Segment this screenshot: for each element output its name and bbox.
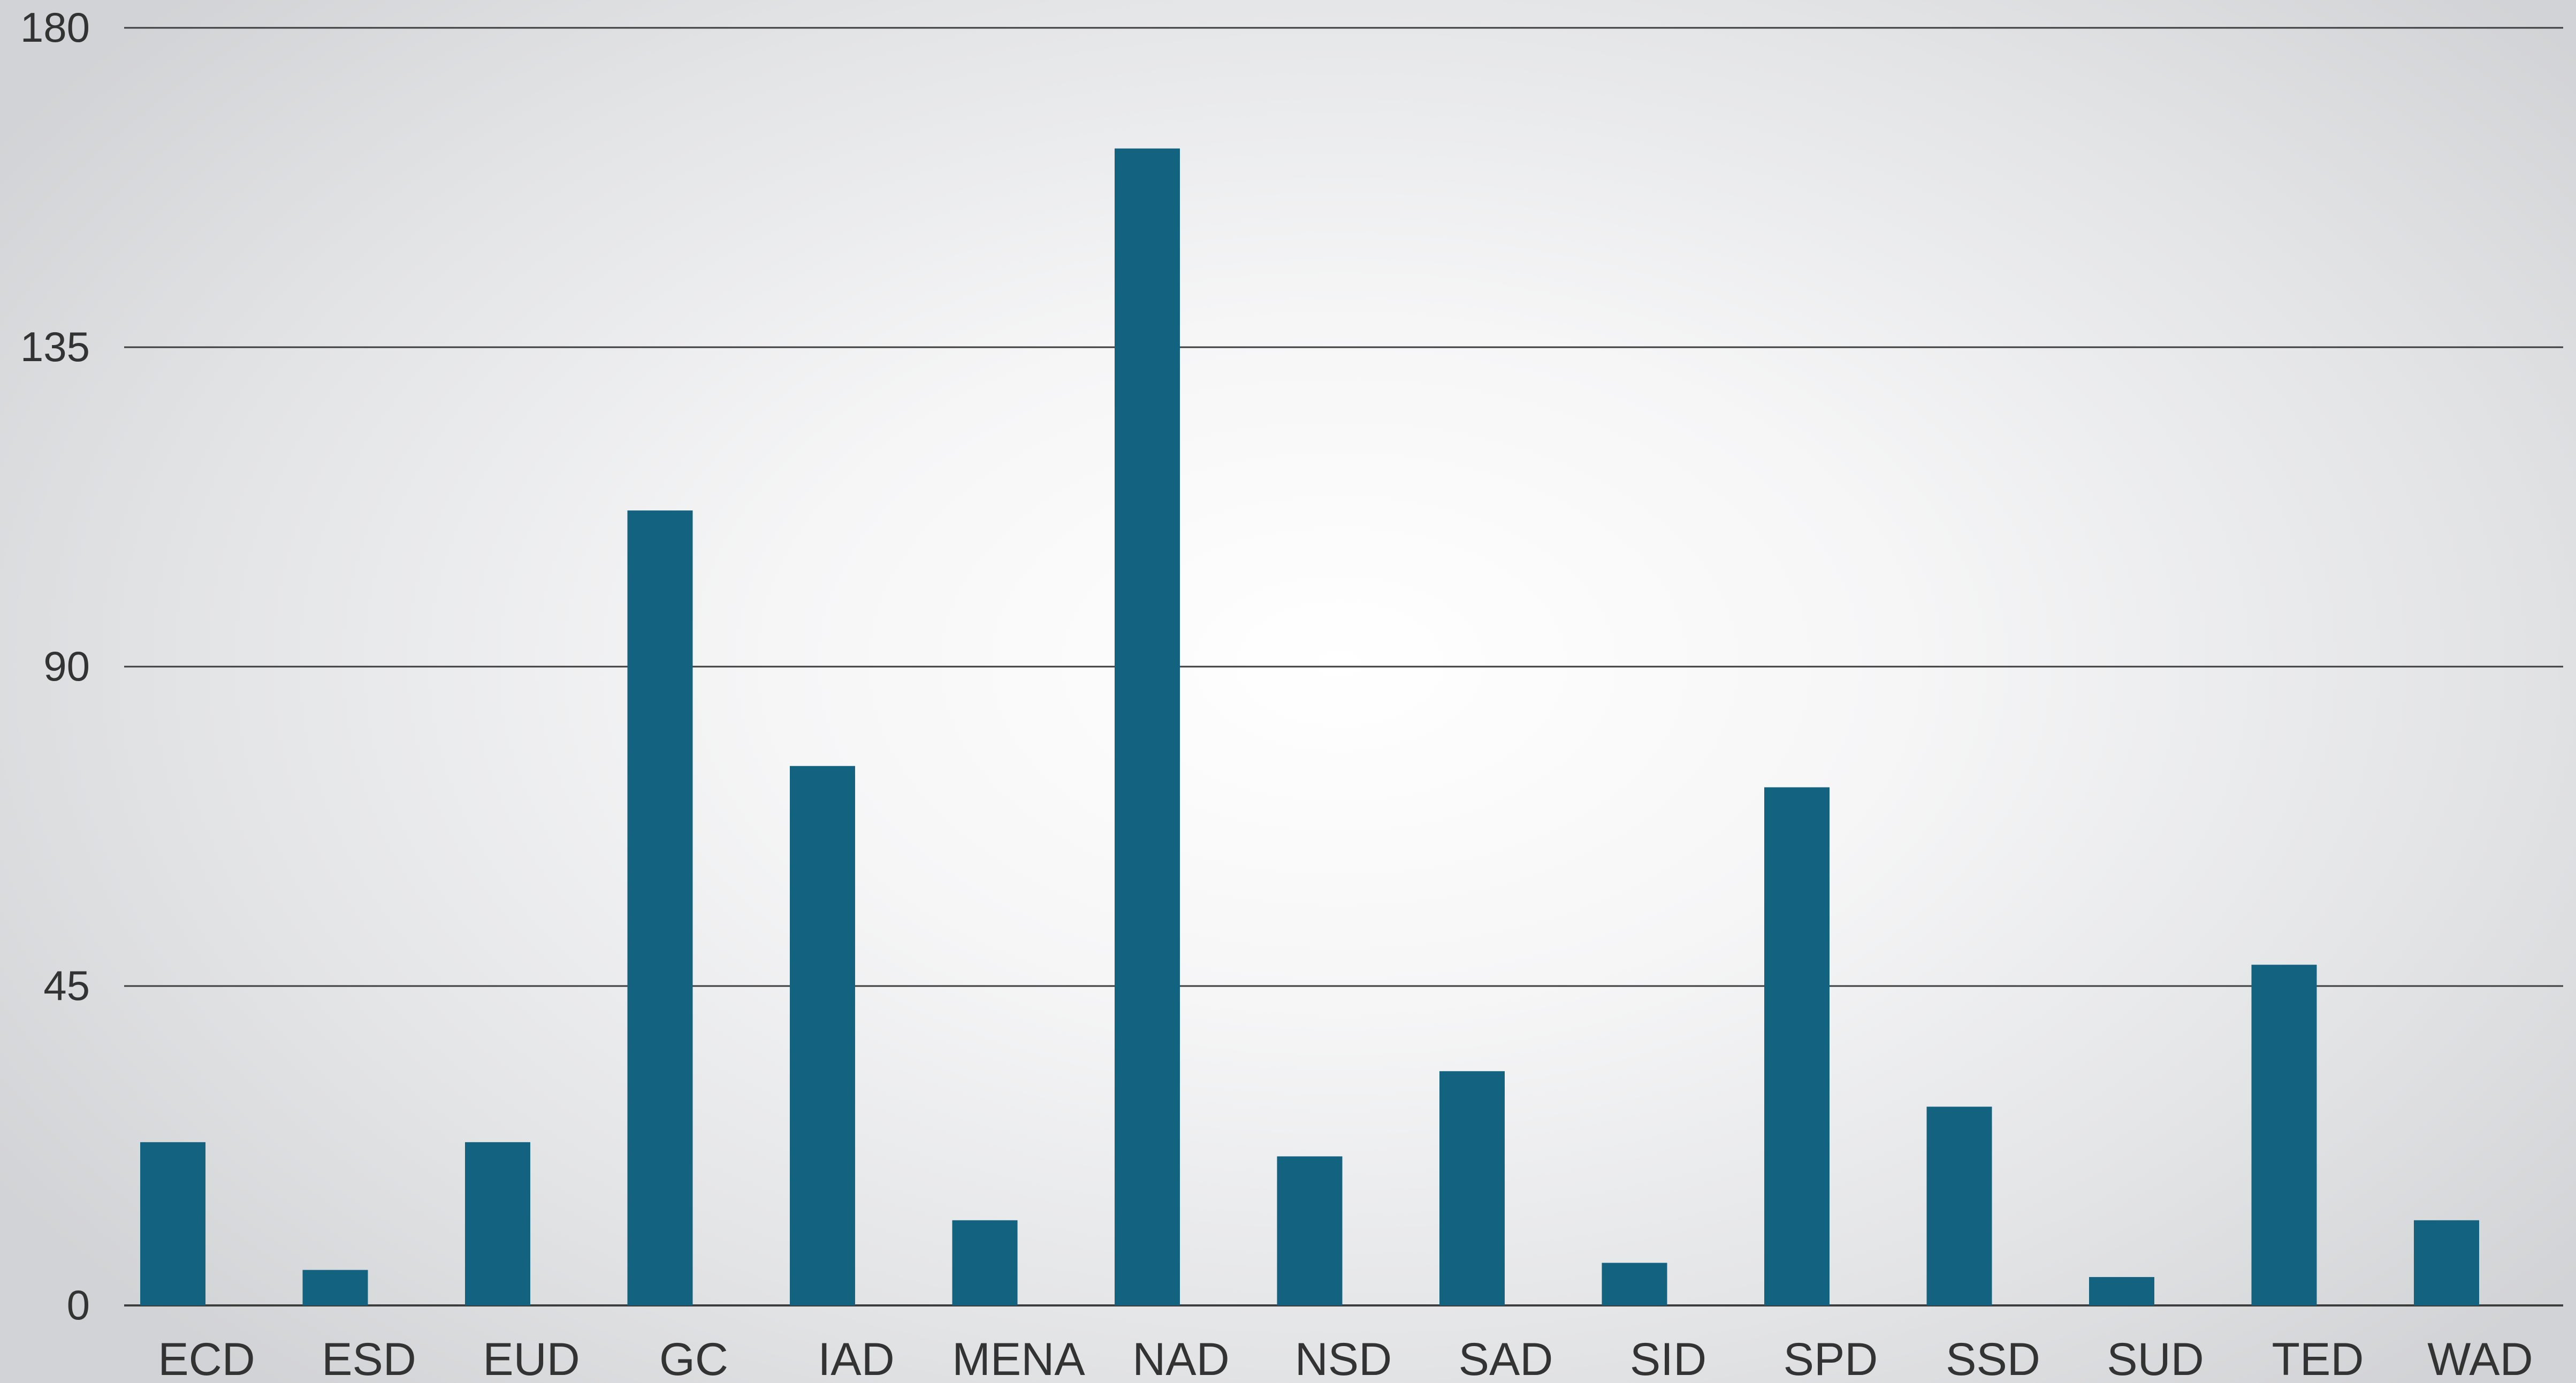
y-tick-label: 135 [20, 323, 90, 370]
x-tick-label: TED [2272, 1334, 2364, 1383]
x-tick-label: SSD [1946, 1334, 2040, 1383]
bar-nad [1115, 148, 1180, 1306]
bar-ted [2251, 965, 2317, 1305]
bar-mena [952, 1220, 1018, 1305]
bar-gc [627, 510, 693, 1306]
x-tick-label: ECD [158, 1334, 255, 1383]
x-tick-label: EUD [483, 1334, 580, 1383]
x-tick-label: SID [1630, 1334, 1706, 1383]
x-tick-label: MENA [952, 1334, 1085, 1383]
x-tick-label: SUD [2107, 1334, 2204, 1383]
x-tick-label: ESD [322, 1334, 416, 1383]
y-tick-label: 45 [43, 962, 90, 1009]
bar-iad [790, 766, 855, 1305]
x-tick-label: NAD [1132, 1334, 1230, 1383]
x-tick-label: GC [659, 1334, 728, 1383]
bars [140, 148, 2479, 1306]
bar-spd [1764, 787, 1830, 1305]
y-axis-ticks: 0 45 90 135 180 [20, 4, 90, 1328]
x-tick-label: WAD [2427, 1334, 2533, 1383]
bar-ssd [1926, 1106, 1992, 1305]
y-tick-label: 90 [43, 643, 90, 690]
bar-esd [302, 1270, 368, 1305]
x-tick-label: IAD [818, 1334, 894, 1383]
x-tick-label: SAD [1459, 1334, 1553, 1383]
x-axis-ticks: ECD ESD EUD GC IAD MENA NAD NSD SAD SID SPD SSD SUD T… [158, 1334, 2533, 1383]
bar-wad [2414, 1220, 2479, 1305]
bar-eud [465, 1142, 530, 1305]
y-tick-label: 180 [20, 4, 90, 51]
bar-sad [1439, 1071, 1505, 1305]
bar-nsd [1277, 1156, 1343, 1305]
bar-sud [2089, 1277, 2154, 1305]
y-tick-label: 0 [67, 1281, 90, 1328]
x-tick-label: NSD [1295, 1334, 1392, 1383]
gridlines [124, 27, 2563, 1306]
x-tick-label: SPD [1784, 1334, 1878, 1383]
bar-ecd [140, 1142, 205, 1305]
bar-sid [1602, 1263, 1667, 1305]
